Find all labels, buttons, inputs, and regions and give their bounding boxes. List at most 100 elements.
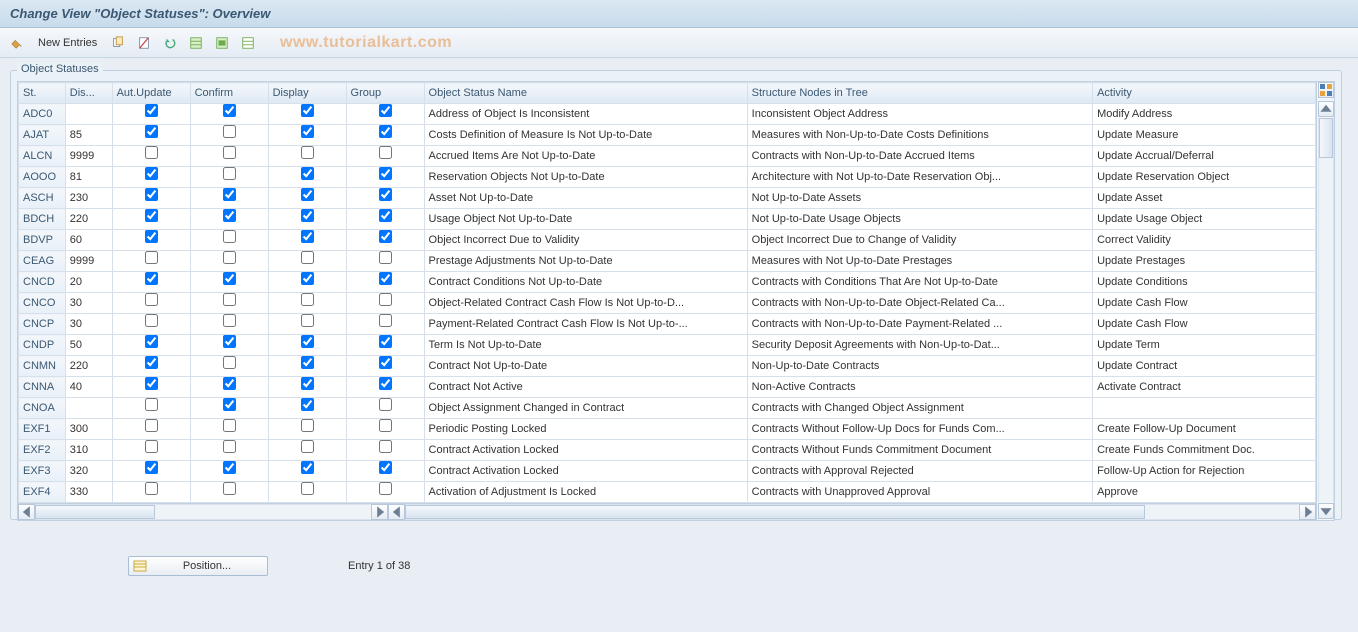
cell-confirm-checkbox[interactable] [223, 167, 236, 180]
cell-confirm-checkbox[interactable] [223, 335, 236, 348]
cell-dis[interactable]: 310 [65, 440, 112, 461]
cell-dis[interactable]: 40 [65, 377, 112, 398]
col-dis[interactable]: Dis... [65, 83, 112, 104]
table-row[interactable]: EXF4330Activation of Adjustment Is Locke… [19, 482, 1316, 503]
cell-group-checkbox[interactable] [379, 482, 392, 495]
cell-activity[interactable]: Update Prestages [1093, 251, 1316, 272]
cell-object-status-name[interactable]: Term Is Not Up-to-Date [424, 335, 747, 356]
cell-group-checkbox[interactable] [379, 251, 392, 264]
col-aut-update[interactable]: Aut.Update [112, 83, 190, 104]
cell-st[interactable]: CNNA [19, 377, 66, 398]
cell-structure-nodes[interactable]: Contracts Without Funds Commitment Docum… [747, 440, 1092, 461]
change-display-toggle-button[interactable] [6, 32, 28, 54]
cell-object-status-name[interactable]: Activation of Adjustment Is Locked [424, 482, 747, 503]
cell-group-checkbox[interactable] [379, 272, 392, 285]
cell-activity[interactable]: Approve [1093, 482, 1316, 503]
cell-activity[interactable]: Update Usage Object [1093, 209, 1316, 230]
cell-group-checkbox[interactable] [379, 125, 392, 138]
cell-display-checkbox[interactable] [301, 419, 314, 432]
cell-activity[interactable]: Activate Contract [1093, 377, 1316, 398]
cell-activity[interactable]: Correct Validity [1093, 230, 1316, 251]
cell-aut-update-checkbox[interactable] [145, 482, 158, 495]
cell-display-checkbox[interactable] [301, 125, 314, 138]
cell-object-status-name[interactable]: Contract Not Up-to-Date [424, 356, 747, 377]
cell-dis[interactable]: 85 [65, 125, 112, 146]
cell-confirm-checkbox[interactable] [223, 461, 236, 474]
cell-st[interactable]: EXF3 [19, 461, 66, 482]
cell-confirm-checkbox[interactable] [223, 440, 236, 453]
cell-structure-nodes[interactable]: Contracts with Changed Object Assignment [747, 398, 1092, 419]
cell-group-checkbox[interactable] [379, 377, 392, 390]
cell-confirm-checkbox[interactable] [223, 209, 236, 222]
cell-aut-update-checkbox[interactable] [145, 293, 158, 306]
cell-aut-update-checkbox[interactable] [145, 125, 158, 138]
cell-dis[interactable] [65, 104, 112, 125]
cell-aut-update-checkbox[interactable] [145, 335, 158, 348]
cell-object-status-name[interactable]: Address of Object Is Inconsistent [424, 104, 747, 125]
cell-dis[interactable]: 9999 [65, 146, 112, 167]
cell-confirm-checkbox[interactable] [223, 377, 236, 390]
cell-aut-update-checkbox[interactable] [145, 356, 158, 369]
cell-structure-nodes[interactable]: Non-Active Contracts [747, 377, 1092, 398]
cell-confirm-checkbox[interactable] [223, 314, 236, 327]
cell-activity[interactable]: Update Term [1093, 335, 1316, 356]
cell-structure-nodes[interactable]: Contracts with Non-Up-to-Date Object-Rel… [747, 293, 1092, 314]
cell-display-checkbox[interactable] [301, 398, 314, 411]
cell-dis[interactable]: 330 [65, 482, 112, 503]
cell-st[interactable]: CNDP [19, 335, 66, 356]
cell-structure-nodes[interactable]: Not Up-to-Date Usage Objects [747, 209, 1092, 230]
table-row[interactable]: CEAG9999Prestage Adjustments Not Up-to-D… [19, 251, 1316, 272]
hscroll-left-2[interactable] [388, 504, 405, 520]
cell-object-status-name[interactable]: Contract Conditions Not Up-to-Date [424, 272, 747, 293]
table-row[interactable]: CNMN220Contract Not Up-to-DateNon-Up-to-… [19, 356, 1316, 377]
cell-st[interactable]: ASCH [19, 188, 66, 209]
select-block-button[interactable] [211, 32, 233, 54]
cell-group-checkbox[interactable] [379, 314, 392, 327]
table-row[interactable]: EXF3320Contract Activation LockedContrac… [19, 461, 1316, 482]
hscroll-thumb-2[interactable] [405, 505, 1145, 519]
cell-display-checkbox[interactable] [301, 188, 314, 201]
cell-object-status-name[interactable]: Contract Not Active [424, 377, 747, 398]
table-row[interactable]: AOOO81Reservation Objects Not Up-to-Date… [19, 167, 1316, 188]
cell-group-checkbox[interactable] [379, 167, 392, 180]
cell-dis[interactable]: 30 [65, 314, 112, 335]
cell-aut-update-checkbox[interactable] [145, 314, 158, 327]
cell-st[interactable]: AOOO [19, 167, 66, 188]
cell-object-status-name[interactable]: Periodic Posting Locked [424, 419, 747, 440]
delete-button[interactable] [133, 32, 155, 54]
cell-group-checkbox[interactable] [379, 356, 392, 369]
deselect-all-button[interactable] [237, 32, 259, 54]
cell-structure-nodes[interactable]: Contracts Without Follow-Up Docs for Fun… [747, 419, 1092, 440]
cell-aut-update-checkbox[interactable] [145, 230, 158, 243]
undo-button[interactable] [159, 32, 181, 54]
table-row[interactable]: EXF2310Contract Activation LockedContrac… [19, 440, 1316, 461]
cell-activity[interactable]: Update Measure [1093, 125, 1316, 146]
cell-group-checkbox[interactable] [379, 398, 392, 411]
cell-object-status-name[interactable]: Reservation Objects Not Up-to-Date [424, 167, 747, 188]
cell-display-checkbox[interactable] [301, 293, 314, 306]
table-row[interactable]: ALCN9999Accrued Items Are Not Up-to-Date… [19, 146, 1316, 167]
cell-structure-nodes[interactable]: Inconsistent Object Address [747, 104, 1092, 125]
vscroll-up[interactable] [1318, 101, 1334, 117]
cell-activity[interactable]: Update Contract [1093, 356, 1316, 377]
table-row[interactable]: CNDP50Term Is Not Up-to-DateSecurity Dep… [19, 335, 1316, 356]
cell-activity[interactable]: Create Funds Commitment Doc. [1093, 440, 1316, 461]
cell-aut-update-checkbox[interactable] [145, 398, 158, 411]
cell-object-status-name[interactable]: Accrued Items Are Not Up-to-Date [424, 146, 747, 167]
cell-activity[interactable]: Update Reservation Object [1093, 167, 1316, 188]
cell-activity[interactable]: Update Asset [1093, 188, 1316, 209]
cell-group-checkbox[interactable] [379, 104, 392, 117]
cell-dis[interactable]: 20 [65, 272, 112, 293]
table-row[interactable]: ASCH230Asset Not Up-to-DateNot Up-to-Dat… [19, 188, 1316, 209]
position-button[interactable]: Position... [128, 556, 268, 576]
cell-dis[interactable]: 230 [65, 188, 112, 209]
table-row[interactable]: EXF1300Periodic Posting LockedContracts … [19, 419, 1316, 440]
cell-st[interactable]: CNCO [19, 293, 66, 314]
cell-aut-update-checkbox[interactable] [145, 209, 158, 222]
cell-st[interactable]: CEAG [19, 251, 66, 272]
cell-structure-nodes[interactable]: Architecture with Not Up-to-Date Reserva… [747, 167, 1092, 188]
table-row[interactable]: BDVP60Object Incorrect Due to ValidityOb… [19, 230, 1316, 251]
col-st[interactable]: St. [19, 83, 66, 104]
hscroll-track-2[interactable] [405, 504, 1299, 520]
hscroll-thumb-1[interactable] [35, 505, 155, 519]
